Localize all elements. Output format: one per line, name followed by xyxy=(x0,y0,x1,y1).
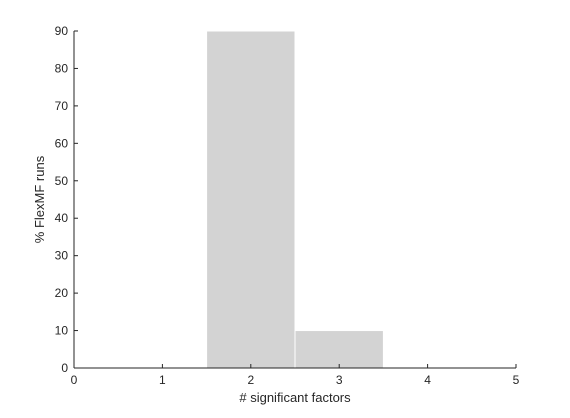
y-tick-label: 0 xyxy=(61,361,68,375)
x-axis-label: # significant factors xyxy=(239,390,351,405)
x-tick-label: 1 xyxy=(159,373,166,387)
y-tick-label: 60 xyxy=(55,136,69,150)
y-tick-label: 80 xyxy=(55,61,69,75)
x-tick-label: 4 xyxy=(424,373,431,387)
x-tick-label: 3 xyxy=(336,373,343,387)
y-tick-label: 30 xyxy=(55,249,69,263)
y-tick-label: 70 xyxy=(55,99,69,113)
x-tick-label: 0 xyxy=(71,373,78,387)
y-tick-label: 50 xyxy=(55,174,69,188)
x-tick-label: 2 xyxy=(247,373,254,387)
histogram-bar xyxy=(206,30,296,369)
y-tick-label: 10 xyxy=(55,324,69,338)
histogram-bar xyxy=(294,330,384,369)
x-axis: 0 1 2 3 4 5 xyxy=(71,364,520,387)
y-tick-label: 40 xyxy=(55,211,69,225)
bars-group xyxy=(206,30,384,369)
y-tick-label: 90 xyxy=(55,24,69,38)
x-tick-label: 5 xyxy=(513,373,520,387)
y-axis-label: % FlexMF runs xyxy=(32,155,47,243)
y-tick-label: 20 xyxy=(55,286,69,300)
y-axis: 0 10 20 30 40 50 60 70 80 90 xyxy=(55,24,78,375)
